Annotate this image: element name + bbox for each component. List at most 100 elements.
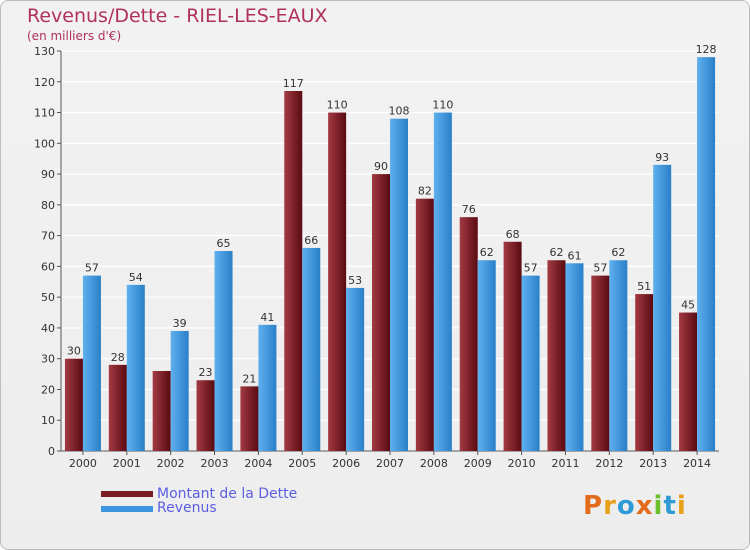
y-tick-label: 10 <box>41 414 55 427</box>
data-label: 57 <box>524 262 538 275</box>
bar-dette <box>152 371 171 451</box>
bar-revenus <box>390 118 408 451</box>
data-label: 51 <box>637 280 651 293</box>
data-label: 57 <box>85 262 99 275</box>
x-tick-label: 2002 <box>157 457 185 470</box>
x-axis-ticks: 2000 2001 2002 2003 2004 2005 2006 2007 2008 2009… <box>69 451 711 470</box>
bar-revenus <box>653 164 672 451</box>
y-tick-label: 70 <box>41 230 55 243</box>
bar-revenus <box>126 284 145 451</box>
data-label: 41 <box>260 311 274 324</box>
x-tick-label: 2010 <box>508 457 536 470</box>
legend-label-dette: Montant de la Dette <box>157 486 298 502</box>
bar-revenus <box>214 251 233 451</box>
logo-letter: r <box>603 491 617 521</box>
data-label: 57 <box>593 262 607 275</box>
data-label: 110 <box>327 99 348 112</box>
legend-swatch-revenus <box>101 506 153 512</box>
x-tick-label: 2009 <box>464 457 492 470</box>
data-label: 39 <box>173 317 187 330</box>
bar-revenus <box>697 57 716 452</box>
y-tick-label: 0 <box>48 445 55 458</box>
bar-revenus <box>82 275 101 451</box>
data-label: 28 <box>111 351 125 364</box>
bar-dette <box>328 112 347 452</box>
y-tick-label: 50 <box>41 291 55 304</box>
data-label: 45 <box>681 299 695 312</box>
y-tick-label: 100 <box>34 137 55 150</box>
bar-dette <box>459 217 478 451</box>
y-tick-label: 30 <box>41 353 55 366</box>
y-tick-label: 130 <box>34 45 55 58</box>
bar-revenus <box>565 263 584 451</box>
x-tick-label: 2003 <box>201 457 229 470</box>
data-label: 62 <box>480 246 494 259</box>
bar-dette <box>415 198 434 451</box>
bar-dette <box>372 174 390 452</box>
data-label: 82 <box>418 185 432 198</box>
bar-revenus <box>302 247 321 451</box>
bar-dette <box>64 358 83 451</box>
bar-revenus <box>170 331 189 451</box>
chart-title: Revenus/Dette - RIEL-LES-EAUX <box>27 5 328 27</box>
bar-dette <box>240 386 259 451</box>
y-tick-label: 110 <box>34 107 55 120</box>
data-label: 54 <box>129 271 143 284</box>
chart-subtitle: (en milliers d'€) <box>27 29 122 43</box>
bar-revenus <box>521 275 540 451</box>
bar-dette <box>284 91 303 451</box>
data-label: 90 <box>374 160 388 173</box>
x-tick-label: 2005 <box>288 457 316 470</box>
data-label: 66 <box>304 234 318 247</box>
y-tick-label: 80 <box>41 199 55 212</box>
bar-dette <box>679 312 698 451</box>
y-tick-label: 40 <box>41 322 55 335</box>
data-label: 53 <box>348 274 362 287</box>
y-tick-label: 60 <box>41 260 55 273</box>
x-tick-label: 2000 <box>69 457 97 470</box>
data-label: 62 <box>611 246 625 259</box>
logo-letter: i <box>653 491 664 521</box>
logo-letter: P <box>583 491 604 521</box>
data-labels: 30 57 28 54 39 23 65 21 41 117 66 110 53 90 108 82 110 76… <box>67 43 717 385</box>
data-label: 93 <box>655 151 669 164</box>
y-tick-label: 90 <box>41 168 55 181</box>
x-tick-label: 2007 <box>376 457 404 470</box>
y-tick-label: 120 <box>34 76 55 89</box>
x-tick-label: 2004 <box>244 457 272 470</box>
x-tick-label: 2013 <box>639 457 667 470</box>
y-axis-ticks: 0 10 20 30 40 50 60 70 80 90 100 110 120 130 <box>34 45 719 458</box>
bar-dette <box>635 294 654 451</box>
bar-revenus <box>433 112 452 452</box>
bar-revenus <box>258 324 277 451</box>
y-tick-label: 20 <box>41 383 55 396</box>
logo-letter: t <box>663 491 677 521</box>
data-label: 30 <box>67 345 81 358</box>
x-tick-label: 2008 <box>420 457 448 470</box>
data-label: 62 <box>549 246 563 259</box>
x-tick-label: 2001 <box>113 457 141 470</box>
x-tick-label: 2006 <box>332 457 360 470</box>
data-label: 23 <box>199 366 213 379</box>
data-label: 128 <box>696 43 717 56</box>
bar-dette <box>108 364 127 451</box>
x-tick-label: 2014 <box>683 457 711 470</box>
legend-swatch-dette <box>101 491 153 497</box>
logo-letter: x <box>635 491 654 521</box>
bar-revenus <box>346 287 365 451</box>
legend-label-revenus: Revenus <box>157 500 217 516</box>
bar-dette <box>547 260 566 451</box>
data-label: 61 <box>567 249 581 262</box>
bar-dette <box>591 275 610 451</box>
data-label: 21 <box>242 372 256 385</box>
data-label: 117 <box>283 77 304 90</box>
logo-letter: o <box>616 491 636 521</box>
data-label: 65 <box>217 237 231 250</box>
x-tick-label: 2011 <box>551 457 579 470</box>
data-label: 110 <box>432 99 453 112</box>
bar-revenus <box>477 260 496 451</box>
proxiti-logo: Proxiti <box>583 491 687 521</box>
logo-letter: i <box>676 491 687 521</box>
